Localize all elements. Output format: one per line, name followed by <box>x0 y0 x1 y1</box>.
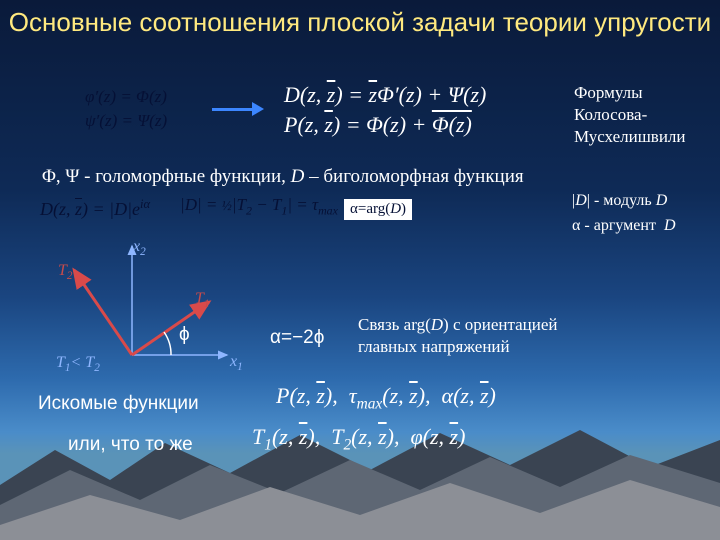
T2-vec-label: T2 <box>58 262 73 282</box>
arg-d-box: α=arg(D) <box>344 199 412 220</box>
funcs-row-1: P(z, z), τmax(z, z), α(z, z) <box>276 383 496 413</box>
eq-D-polar: D(z, z) = |D|eiα <box>40 197 150 220</box>
T1-vec-label: T1 <box>195 290 210 310</box>
or-same-label: или, что то же <box>68 434 193 456</box>
eq-psi-prime: ψ′(z) = Ψ(z) <box>85 111 167 131</box>
link-text: Связь arg(D) с ориентацией главных напря… <box>358 314 598 358</box>
alpha-phi-relation: α=−2ϕ <box>270 327 324 349</box>
eq-phi-prime: φ′(z) = Φ(z) <box>85 87 167 107</box>
axes-diagram: x2 x1 T2 T1 ϕ T1< T2 <box>62 238 262 378</box>
funcs-row-2: T1(z, z), T2(z, z), φ(z, z) <box>252 424 465 454</box>
x1-axis-label: x1 <box>230 353 243 373</box>
x2-axis-label: x2 <box>133 238 146 258</box>
unknown-functions-label: Искомые функции <box>38 393 199 415</box>
eq-P: P(z, z) = Φ(z) + Φ(z) <box>284 112 472 138</box>
phi-angle-label: ϕ <box>179 324 190 346</box>
holomorphic-line: Φ, Ψ - голоморфные функции, D – биголомо… <box>42 166 524 188</box>
eq-D: D(z, z) = zΦ′(z) + Ψ(z) <box>284 82 486 108</box>
mod-D-label: |D| - модуль D <box>572 192 667 210</box>
T-relation: T1< T2 <box>56 354 100 374</box>
slide-title: Основные соотношения плоской задачи теор… <box>0 8 720 38</box>
arg-D-label: α - аргумент D <box>572 217 676 235</box>
arrow-icon <box>212 104 266 114</box>
eq-tau-max: |D| = ½|T2 − T1| = τmax <box>180 195 338 218</box>
kolosov-label: ФормулыКолосова-Мусхелишвили <box>574 82 686 148</box>
